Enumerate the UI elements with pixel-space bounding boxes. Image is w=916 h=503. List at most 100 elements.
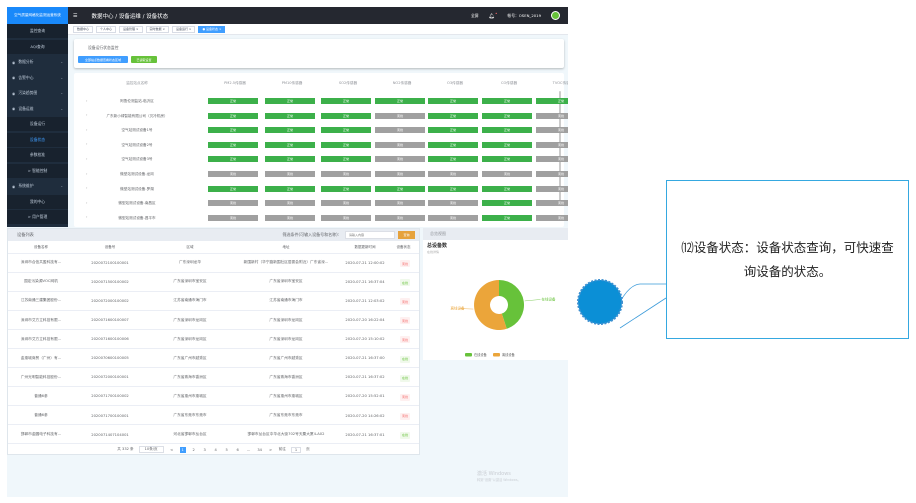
chevron-icon: ⌄: [60, 91, 63, 95]
sensor-status-badge: 正常: [321, 112, 371, 119]
sidebar: 空气质量网格化监测运营系统 监控查询 AQI查询 ◉ ⌄ 数据分析 ◉ ⌄ 告警中心 ◉ ⌄ 污染趋…: [7, 7, 68, 227]
table-cell: 在线: [400, 374, 411, 382]
table-header-row: 设备名称 设备号 区域 地址 数据更新时间 设备状态: [8, 241, 419, 254]
column-header: 设备号: [104, 244, 116, 249]
expand-row-icon[interactable]: ›: [86, 127, 88, 132]
prev-page-button[interactable]: <: [170, 447, 174, 452]
sensor-status-badge: 正常: [208, 112, 258, 119]
read-settings-button[interactable]: 已读取设置: [131, 56, 157, 63]
table-cell: 2020071500100002: [91, 279, 129, 284]
page-button[interactable]: 6: [236, 447, 239, 452]
sensor-status-badge: 离线: [208, 200, 258, 207]
sensor-status-badge: 正常: [482, 127, 532, 134]
column-header: CO传感器: [500, 81, 518, 85]
expand-row-icon[interactable]: ›: [86, 171, 88, 176]
sidebar-item[interactable]: ◉ ⌄ 污染趋势图: [7, 86, 68, 100]
table-row[interactable]: 广州光明智能科技股份... 2020072000100001 广东省珠海市香洲区 广东…: [8, 369, 419, 388]
avatar[interactable]: [551, 11, 560, 20]
tab-tag[interactable]: 设备运行 ×: [171, 25, 196, 33]
sidebar-item[interactable]: ◉ ⌄ 告警中心: [7, 71, 68, 85]
sidebar-item-label: 设备状态: [29, 136, 46, 142]
column-header: 设备名称: [34, 244, 48, 249]
query-button[interactable]: 查询: [398, 231, 415, 239]
table-row[interactable]: 江苏南通三建集团股份... 2020072000100002 江苏省南通市海门市 江苏…: [8, 292, 419, 311]
table-cell: 2020072000100001: [91, 375, 129, 380]
table-row[interactable]: 深圳市艾方立科技有限... 2020071600100006 广东省深圳市龙岗区 广东…: [8, 330, 419, 349]
sidebar-item[interactable]: 我的中心: [7, 194, 68, 209]
page-button[interactable]: ...: [246, 447, 251, 452]
sidebar-item[interactable]: > 智能控制: [7, 163, 68, 178]
station-name: 广东新小绿智能有限公司（贝冷机房）: [106, 113, 168, 118]
legend-label[interactable]: 在线设备: [474, 352, 488, 357]
legend-swatch[interactable]: [493, 353, 500, 357]
tab-tag[interactable]: 数据中心: [73, 25, 94, 33]
sidebar-item[interactable]: 设备状态: [7, 132, 68, 147]
expand-row-icon[interactable]: ›: [86, 215, 88, 220]
bell-icon[interactable]: 🔔︎•: [488, 11, 498, 20]
expand-row-icon[interactable]: ›: [86, 200, 88, 205]
expand-row-icon[interactable]: ›: [86, 186, 88, 191]
search-input[interactable]: [345, 231, 395, 239]
tab-tag[interactable]: 实时数据 ×: [145, 25, 169, 33]
view-all-status-button[interactable]: 全部站点数据查看状态区域: [78, 56, 128, 63]
next-page-button[interactable]: >: [269, 447, 273, 452]
goto-page-input[interactable]: 1: [290, 446, 302, 453]
sidebar-item[interactable]: 监控查询: [7, 24, 68, 38]
expand-row-icon[interactable]: ›: [86, 113, 88, 118]
sensor-status-badge: 正常: [482, 156, 532, 163]
table-cell: 离线: [400, 298, 411, 306]
page-button[interactable]: 5: [225, 447, 228, 452]
tab-tag[interactable]: 设备管理 ×: [119, 25, 143, 33]
column-header: 监控站点名称: [126, 81, 148, 85]
expand-row-icon[interactable]: ›: [86, 156, 88, 161]
callout-text: ⑿设备状态：设备状态查询，可快速查询设备的状态。: [681, 239, 894, 279]
expand-row-icon[interactable]: ›: [86, 98, 88, 103]
pagination: 共 332 条 10条/页 <1 2 3 4 5 6... 34 > 前往 1 页: [8, 445, 419, 454]
sidebar-item[interactable]: > 用户管理: [7, 210, 68, 224]
page-button[interactable]: 1: [179, 446, 186, 453]
table-row[interactable]: 深圳市合信共盈科技有... 2020072100100001 广东深圳龙华 新围新村（…: [8, 254, 419, 273]
table-cell: 2020-07-20 15:10:02: [345, 337, 385, 342]
table-row[interactable]: 深圳市艾方立科技有限... 2020071600100007 广东省深圳市龙岗区 广东…: [8, 311, 419, 330]
sensor-status-badge: 离线: [536, 156, 568, 163]
table-row[interactable]: 普通6参 2020071700100001 广东省东莞市东莞市 广东省东莞市东莞市 20…: [8, 407, 419, 426]
sidebar-item[interactable]: AQI查询: [7, 39, 68, 54]
fullscreen-button[interactable]: 全屏: [471, 12, 479, 18]
sidebar-item[interactable]: ◉ ⌄ 系统维护: [7, 179, 68, 193]
sidebar-item[interactable]: 设备运行: [7, 117, 68, 131]
sensor-status-badge: 正常: [428, 141, 478, 148]
table-row[interactable]: 国定污染源VOC网机 2020071500100002 广东省深圳市宝安区 广东省深圳…: [8, 273, 419, 292]
sensor-status-badge: 离线: [375, 112, 425, 119]
pie-slice-online[interactable]: [499, 280, 525, 329]
sidebar-item[interactable]: 参数校准: [7, 148, 68, 162]
pie-label-line: [459, 308, 474, 310]
tab-tag[interactable]: 个人中心: [96, 25, 117, 33]
table-row[interactable]: 普通6参 2020071700100002 广东省惠州市惠城区 广东省惠州市惠城区 20…: [8, 388, 419, 407]
sidebar-item-label: 污染趋势图: [18, 90, 38, 95]
gear-icon: ◉: [12, 106, 16, 111]
page-button[interactable]: 4: [214, 447, 217, 452]
menu-toggle-icon[interactable]: ☰: [73, 12, 78, 19]
station-name: 微型站测试设备-罗湖: [120, 186, 154, 191]
table-cell: 广东深圳龙华: [178, 260, 202, 265]
sensor-status-badge: 正常: [265, 156, 315, 163]
marker-circle: [577, 279, 623, 325]
sidebar-item[interactable]: ◉ ⌄ 数据分析: [7, 55, 68, 69]
legend-swatch[interactable]: [465, 353, 472, 357]
page-button[interactable]: 2: [192, 447, 195, 452]
sidebar-item[interactable]: ◉ ⌄ 设备运维: [7, 102, 68, 116]
column-header: 地址: [282, 244, 290, 249]
table-cell: 广东省深圳市龙岗区: [269, 317, 303, 322]
pie-slice-offline[interactable]: [474, 280, 507, 330]
table-row[interactable]: 金惠城商贸（广州）有... 2020070600100005 广东省广州市越秀区 广东…: [8, 350, 419, 369]
legend-label[interactable]: 离线设备: [502, 352, 516, 357]
page-button[interactable]: 3: [203, 447, 206, 452]
table-row[interactable]: 邯郸市金圆电子科技有... 2020071407104001 河北省邯郸市丛台区 邯郸…: [8, 426, 419, 445]
page-size-select[interactable]: 10条/页: [138, 446, 164, 453]
sensor-status-badge: 正常: [428, 156, 478, 163]
station-name: 空气站测试设备2号: [121, 142, 153, 147]
page-button[interactable]: 34: [257, 447, 262, 452]
tab-tag[interactable]: ● 设备状态 ×: [198, 25, 226, 33]
expand-row-icon[interactable]: ›: [86, 142, 88, 147]
station-name: 空气站测试设备1号: [121, 128, 153, 133]
